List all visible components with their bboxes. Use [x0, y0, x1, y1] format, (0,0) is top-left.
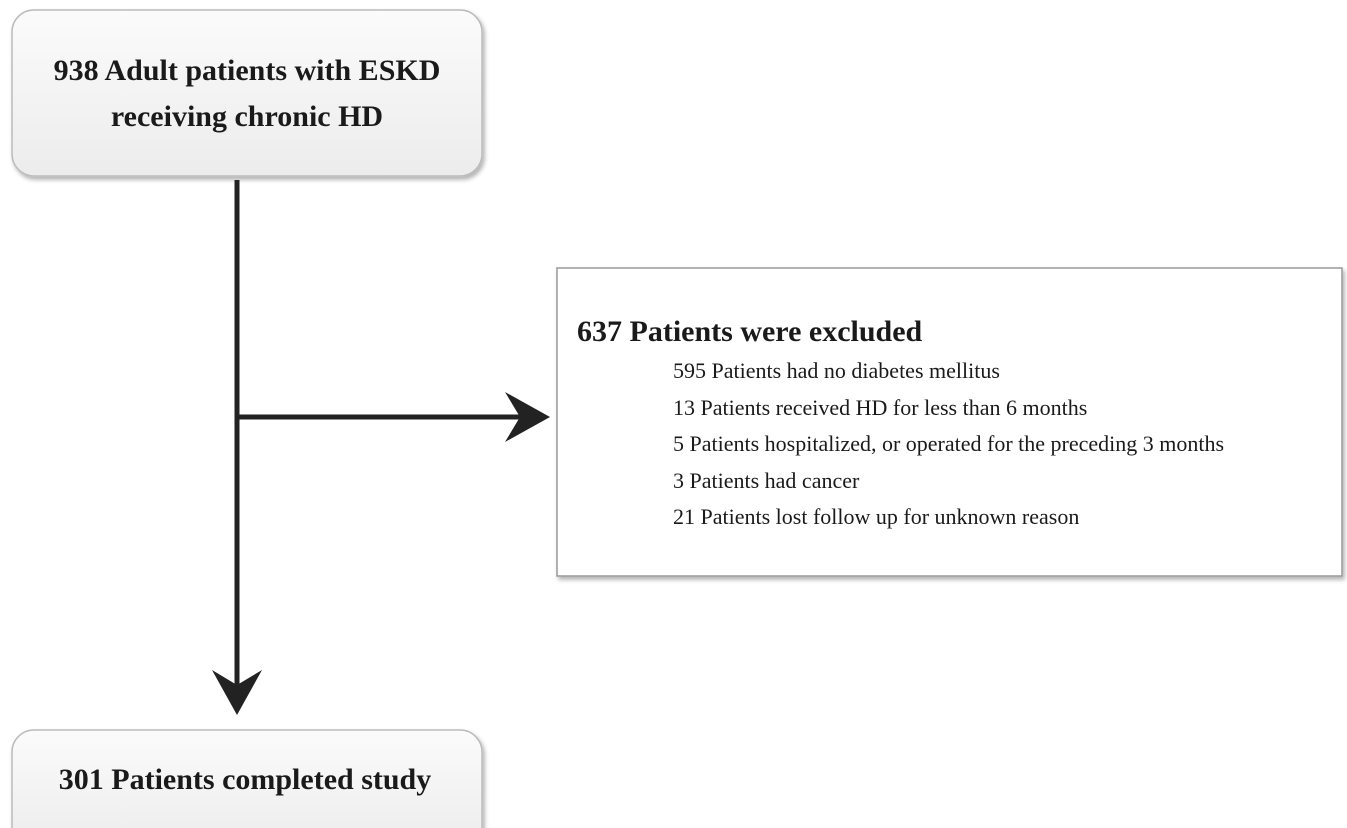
end-label: 301 Patients completed study	[59, 763, 431, 796]
start-label: receiving chronic HD	[111, 100, 383, 133]
start-box	[11, 9, 483, 177]
exclusion-box	[556, 267, 1343, 577]
exclusion-item: 5 Patients hospitalized, or operated for…	[673, 431, 1224, 456]
exclusion-title: 637 Patients were excluded	[577, 315, 923, 348]
exclusion-item: 13 Patients received HD for less than 6 …	[673, 395, 1087, 420]
exclusion-item: 21 Patients lost follow up for unknown r…	[673, 504, 1079, 529]
exclusion-item: 595 Patients had no diabetes mellitus	[673, 358, 1000, 383]
end-box	[11, 729, 483, 828]
exclusion-item: 3 Patients had cancer	[673, 468, 860, 493]
start-label: 938 Adult patients with ESKD	[54, 54, 441, 87]
